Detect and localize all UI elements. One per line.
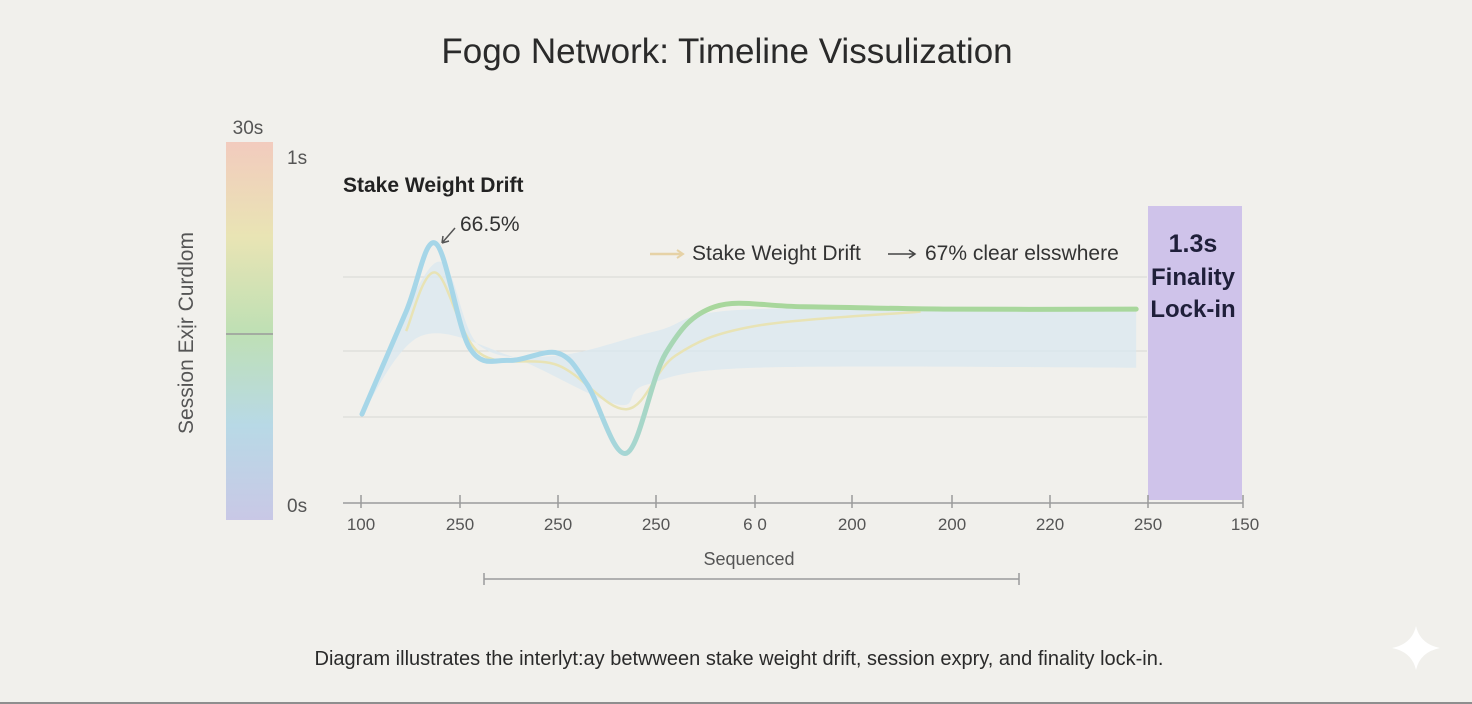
series-stake-weight-drift-line — [359, 240, 1139, 456]
bottom-border — [0, 702, 1472, 704]
series-secondary-line — [404, 271, 921, 411]
legend-series-label: Stake Weight Drift — [692, 242, 861, 265]
finality-label: Finality — [1151, 264, 1236, 291]
x-axis-label: Sequenced — [703, 549, 794, 569]
legend-pointer-arrow-icon — [888, 249, 917, 259]
scale-upper-label: 1s — [287, 148, 307, 169]
legend-note-label: 67% clear elsswhere — [925, 242, 1119, 265]
peak-annotation-label: Stake Weight Drift — [343, 174, 523, 197]
x-tick-label: 6 0 — [743, 515, 767, 534]
legend-arrow-icon — [676, 249, 685, 259]
x-tick-label: 250 — [1134, 515, 1162, 534]
finality-time: 1.3s — [1169, 230, 1218, 258]
x-tick-label: 200 — [838, 515, 866, 534]
finality-lockin-block — [1148, 206, 1242, 500]
peak-arrow-icon — [441, 227, 456, 244]
scale-top-label: 30s — [233, 118, 264, 139]
x-tick-label: 200 — [938, 515, 966, 534]
x-tick-label: 220 — [1036, 515, 1064, 534]
diagram-caption: Diagram illustrates the interlyt:ay betw… — [315, 648, 1164, 670]
series-band — [362, 261, 1137, 415]
peak-value-label: 66.5% — [460, 213, 520, 236]
chart-title: Fogo Network: Timeline Vissulization — [441, 32, 1012, 71]
scale-bottom-label: 0s — [287, 496, 307, 517]
lockin-label: Lock-in — [1150, 296, 1235, 323]
sparkle-icon — [1392, 626, 1440, 670]
x-tick-label: 250 — [642, 515, 670, 534]
x-tick-label: 250 — [544, 515, 572, 534]
x-tick-label: 100 — [347, 515, 375, 534]
y-axis-label: Session Exịr Curdlom — [175, 232, 198, 434]
range-bracket — [483, 573, 1020, 585]
x-tick-label: 150 — [1231, 515, 1259, 534]
x-tick-label: 250 — [446, 515, 474, 534]
session-scale-bar — [226, 142, 273, 520]
